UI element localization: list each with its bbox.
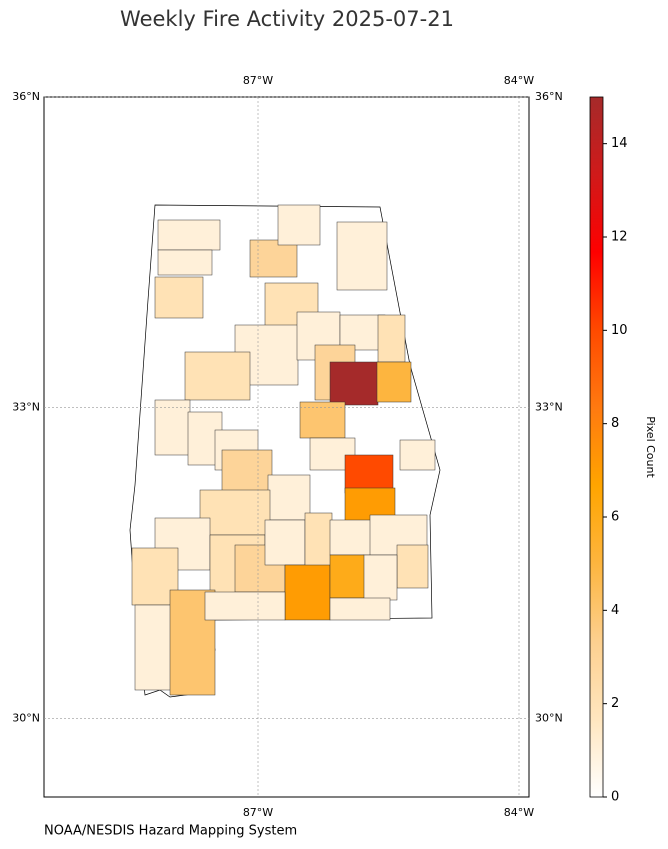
- county: [204, 591, 286, 621]
- county: [329, 519, 376, 556]
- county: [376, 361, 412, 403]
- county: [329, 361, 379, 406]
- y-tick-label: 30°N: [12, 711, 40, 724]
- x-tick-label: 84°W: [504, 806, 534, 819]
- colorbar: [589, 96, 604, 798]
- county: [284, 564, 331, 621]
- y-tick-label: 36°N: [12, 90, 40, 103]
- map-frame: [43, 96, 530, 798]
- county: [264, 519, 306, 566]
- county: [329, 554, 365, 599]
- colorbar-label: Pixel Count: [644, 416, 657, 478]
- map-title: Weekly Fire Activity 2025-07-21: [120, 7, 454, 31]
- colorbar-tick-label: 2: [611, 696, 619, 711]
- colorbar-tick-label: 6: [611, 510, 619, 525]
- county: [184, 351, 251, 401]
- x-tick-label: 87°W: [243, 74, 273, 87]
- county: [157, 219, 221, 251]
- y-tick-label: 33°N: [12, 401, 40, 414]
- colorbar-tick-label: 10: [611, 323, 628, 338]
- county: [396, 544, 429, 589]
- county: [336, 221, 388, 291]
- county: [339, 314, 386, 351]
- county: [249, 239, 298, 278]
- regions: [131, 204, 436, 696]
- county: [154, 399, 191, 456]
- y-tick-label: 36°N: [535, 90, 563, 103]
- colorbar-tick-label: 12: [611, 230, 628, 245]
- y-tick-label: 33°N: [535, 401, 563, 414]
- county: [304, 512, 333, 571]
- county: [199, 489, 271, 536]
- county: [154, 276, 204, 319]
- county: [344, 454, 394, 494]
- x-tick-label: 87°W: [243, 806, 273, 819]
- county: [399, 439, 436, 471]
- y-tick-label: 30°N: [535, 711, 563, 724]
- county: [362, 554, 398, 601]
- county: [299, 401, 346, 439]
- county: [377, 314, 406, 363]
- colorbar-tick-label: 4: [611, 603, 619, 618]
- county: [267, 474, 311, 521]
- county: [157, 249, 213, 276]
- colorbar-tick-label: 14: [611, 136, 628, 151]
- x-tick-label: 84°W: [504, 74, 534, 87]
- source-note: NOAA/NESDIS Hazard Mapping System: [44, 824, 297, 839]
- colorbar-tick-label: 8: [611, 416, 619, 431]
- county: [134, 604, 176, 691]
- county: [329, 597, 391, 621]
- county: [277, 204, 321, 246]
- colorbar-tick-label: 0: [611, 790, 619, 805]
- county: [169, 589, 216, 696]
